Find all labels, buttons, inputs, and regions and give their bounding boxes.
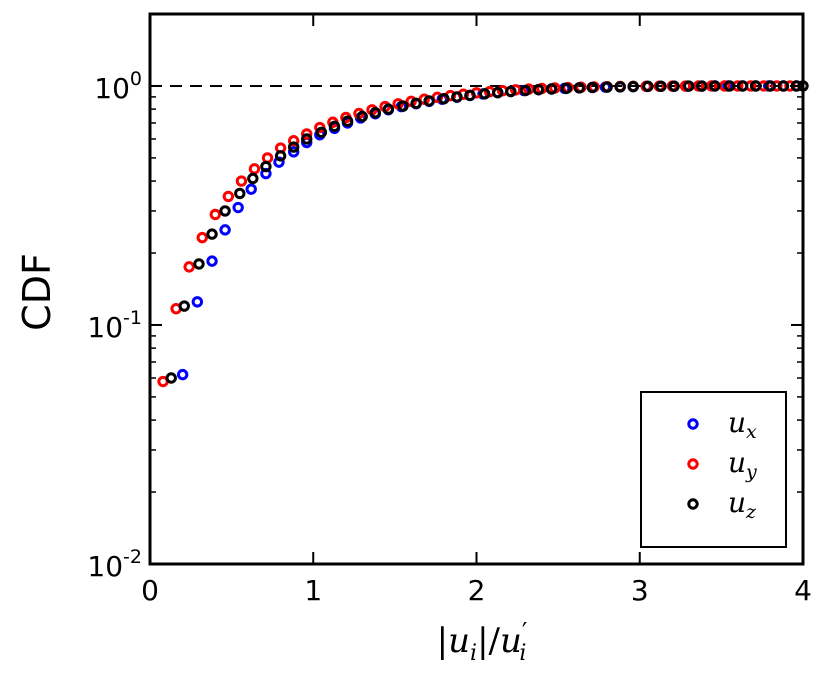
x-tick-label: 4 <box>794 574 812 607</box>
data-point-u_z <box>749 80 762 92</box>
data-point-u_z <box>464 89 476 101</box>
data-point-u_z <box>315 126 328 138</box>
data-point-u_y <box>287 135 300 147</box>
series-u_y <box>157 80 796 388</box>
data-point-u_z <box>736 80 749 92</box>
data-point-u_y <box>196 231 208 244</box>
data-point-u_z <box>287 141 300 153</box>
data-point-u_y <box>222 190 235 203</box>
legend-label: uy <box>728 446 757 483</box>
data-point-u_z <box>423 95 435 107</box>
data-point-u_z <box>234 187 246 200</box>
series-u_x <box>176 80 803 381</box>
legend-marker <box>687 498 699 510</box>
data-point-u_z <box>328 120 341 132</box>
data-point-u_x <box>232 201 244 214</box>
data-point-u_z <box>560 82 572 95</box>
data-point-u_z <box>478 88 491 100</box>
data-point-u_z <box>764 80 777 92</box>
x-tick-label: 2 <box>468 574 486 607</box>
data-point-u_x <box>176 368 189 381</box>
data-point-u_x <box>191 296 204 308</box>
data-point-u_z <box>301 133 313 145</box>
data-point-u_z <box>642 80 654 93</box>
legend-marker <box>687 418 699 430</box>
data-point-u_z <box>586 81 599 94</box>
data-point-u_z <box>614 81 626 93</box>
x-tick-label: 3 <box>631 574 649 607</box>
data-point-u_y <box>301 128 313 140</box>
data-point-u_z <box>178 300 190 312</box>
y-tick-label: 100 <box>94 68 142 105</box>
data-point-u_z <box>369 106 381 119</box>
data-point-u_y <box>248 163 261 175</box>
data-point-u_z <box>219 205 231 217</box>
y-axis-label: CDF <box>15 253 59 331</box>
data-point-u_z <box>505 85 517 98</box>
data-point-u_z <box>247 172 259 185</box>
legend-item-u_z: uz <box>687 486 757 523</box>
x-axis-label: |ui|/u′ i <box>437 618 528 666</box>
data-point-u_z <box>492 86 504 99</box>
x-tick-label: 0 <box>141 574 159 607</box>
data-point-u_x <box>219 224 231 236</box>
data-point-u_y <box>235 175 248 187</box>
legend-marker <box>687 458 699 470</box>
data-point-u_z <box>193 258 205 270</box>
data-point-u_x <box>273 156 285 168</box>
y-tick-label: 10-1 <box>87 307 142 344</box>
data-point-u_z <box>709 80 721 92</box>
data-point-u_z <box>206 228 218 240</box>
data-point-u_z <box>438 93 450 105</box>
data-point-u_x <box>287 146 300 158</box>
data-point-u_y <box>183 261 195 273</box>
data-point-u_z <box>601 81 613 93</box>
data-point-u_z <box>777 80 790 92</box>
plot-frame <box>148 12 805 566</box>
x-tick-label: 1 <box>304 574 322 607</box>
legend-label: ux <box>728 406 757 443</box>
data-point-u_z <box>573 82 586 94</box>
data-point-u_z <box>545 83 558 95</box>
data-point-u_x <box>245 183 257 195</box>
legend-item-u_y: uy <box>687 446 757 483</box>
data-point-u_y <box>261 152 274 164</box>
data-point-u_z <box>382 103 395 115</box>
data-point-u_z <box>165 372 177 384</box>
data-point-u_x <box>206 255 218 267</box>
series-u_z <box>165 80 809 384</box>
data-point-u_z <box>532 83 545 96</box>
data-point-u_z <box>397 100 409 112</box>
data-point-u_z <box>451 91 463 103</box>
legend-item-u_x: ux <box>687 406 757 443</box>
y-tick-label: 10-2 <box>87 546 142 583</box>
data-point-u_y <box>209 208 222 221</box>
legend-frame <box>640 391 787 548</box>
data-point-u_z <box>341 115 354 127</box>
data-point-u_z <box>723 80 736 92</box>
data-point-u_z <box>260 160 272 173</box>
data-point-u_z <box>410 97 422 110</box>
data-point-u_z <box>668 80 680 92</box>
data-point-u_z <box>627 80 639 93</box>
data-point-u_z <box>683 80 695 92</box>
data-point-u_z <box>519 84 532 97</box>
data-point-u_y <box>771 80 783 92</box>
data-point-u_z <box>274 150 287 162</box>
data-point-u_z <box>696 80 708 92</box>
legend-label: uz <box>728 486 757 523</box>
data-point-u_z <box>655 80 667 92</box>
data-point-u_z <box>356 110 368 123</box>
